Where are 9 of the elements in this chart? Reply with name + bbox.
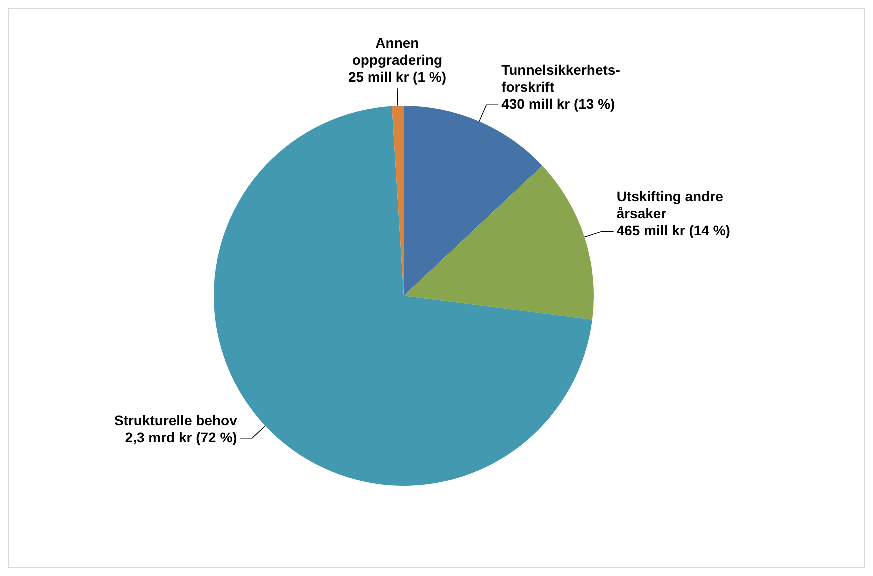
slice-label: Tunnelsikkerhets-forskrift <box>502 62 621 96</box>
slice-label: Utskifting andre årsaker <box>616 188 724 222</box>
data-label: 465 mill kr (14 %) <box>616 222 730 239</box>
pie-slice <box>404 166 594 320</box>
slice-label: Annen oppgradering <box>352 35 443 68</box>
data-label: 2,3 mrd kr (72 %) <box>125 429 238 446</box>
data-label: 430 mill kr (13 %) <box>502 96 616 112</box>
data-label: 25 mill kr (1 %) <box>348 69 446 86</box>
slice-label: Strukturelle behov <box>114 412 238 428</box>
